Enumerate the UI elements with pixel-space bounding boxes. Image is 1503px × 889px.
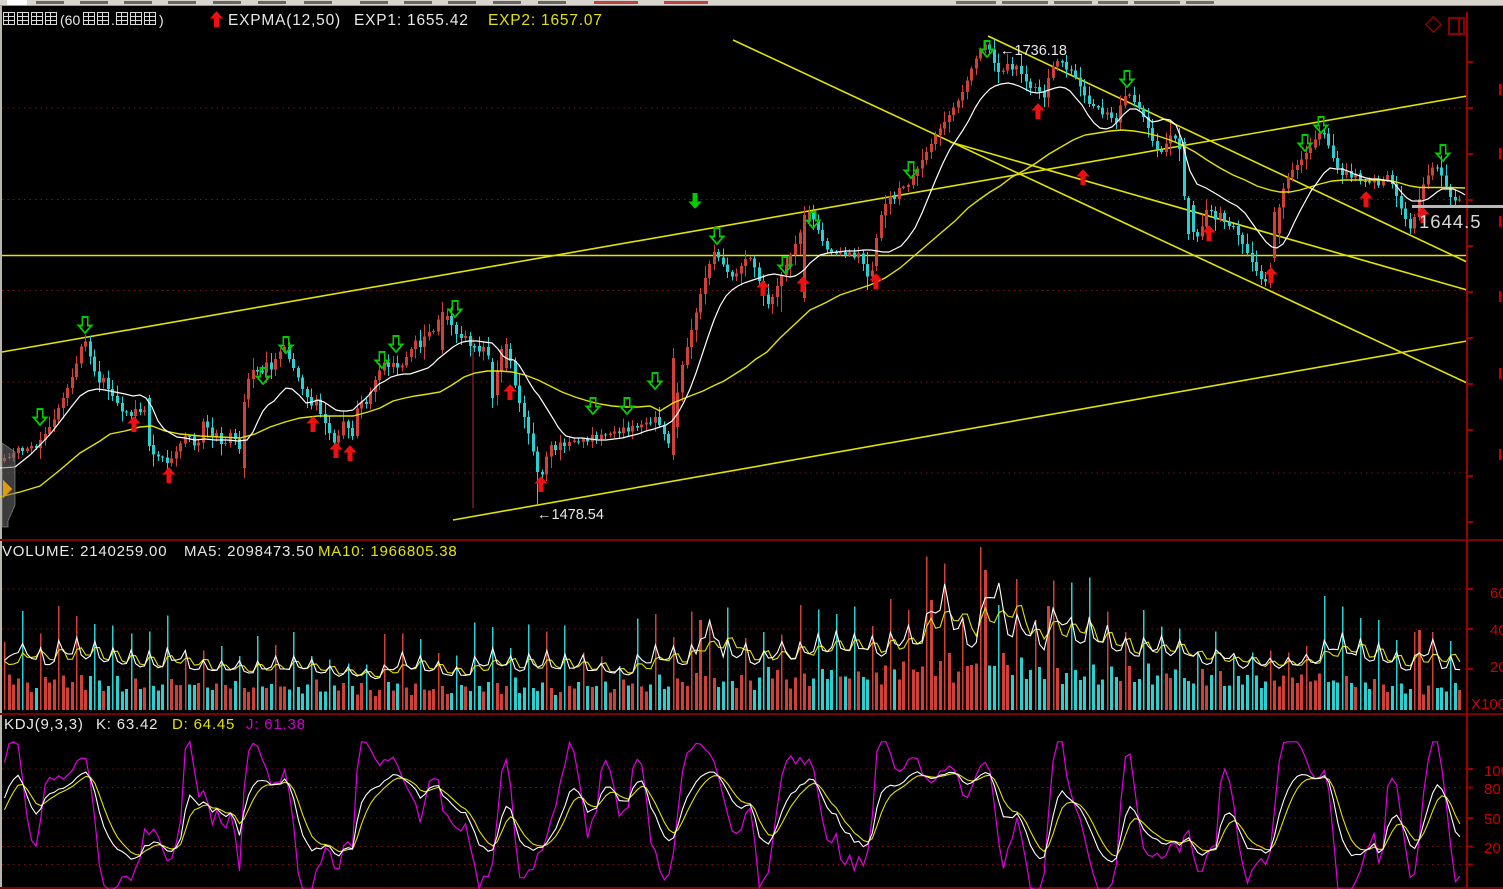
svg-text:K: 63.42: K: 63.42 [96, 716, 158, 733]
svg-text:EXP2: 1657.07: EXP2: 1657.07 [488, 12, 603, 29]
svg-text:80: 80 [1484, 781, 1501, 798]
svg-text:VOLUME: 2140259.00: VOLUME: 2140259.00 [2, 543, 167, 560]
svg-text:←1736.18: ←1736.18 [1000, 43, 1067, 59]
svg-text:.: . [111, 12, 115, 28]
svg-text:KDJ(9,3,3): KDJ(9,3,3) [4, 716, 84, 733]
svg-text:EXPMA(12,50): EXPMA(12,50) [228, 12, 341, 29]
svg-text:←1478.54: ←1478.54 [537, 507, 604, 523]
svg-text:X10000: X10000 [1471, 696, 1503, 713]
svg-text:60: 60 [1490, 585, 1503, 602]
svg-text:100: 100 [1484, 763, 1503, 780]
svg-text:40: 40 [1490, 622, 1503, 639]
svg-text:J: 61.38: J: 61.38 [246, 716, 306, 733]
svg-text:20: 20 [1484, 840, 1501, 857]
svg-text:1644.5: 1644.5 [1419, 211, 1482, 232]
svg-text:(60: (60 [60, 12, 80, 28]
svg-text:50: 50 [1484, 811, 1501, 828]
svg-text:MA10: 1966805.38: MA10: 1966805.38 [318, 543, 458, 560]
svg-text:EXP1: 1655.42: EXP1: 1655.42 [354, 12, 469, 29]
svg-text:): ) [159, 12, 164, 28]
svg-text:D: 64.45: D: 64.45 [172, 716, 235, 733]
svg-text:20: 20 [1490, 659, 1503, 676]
svg-text:MA5: 2098473.50: MA5: 2098473.50 [184, 543, 314, 560]
